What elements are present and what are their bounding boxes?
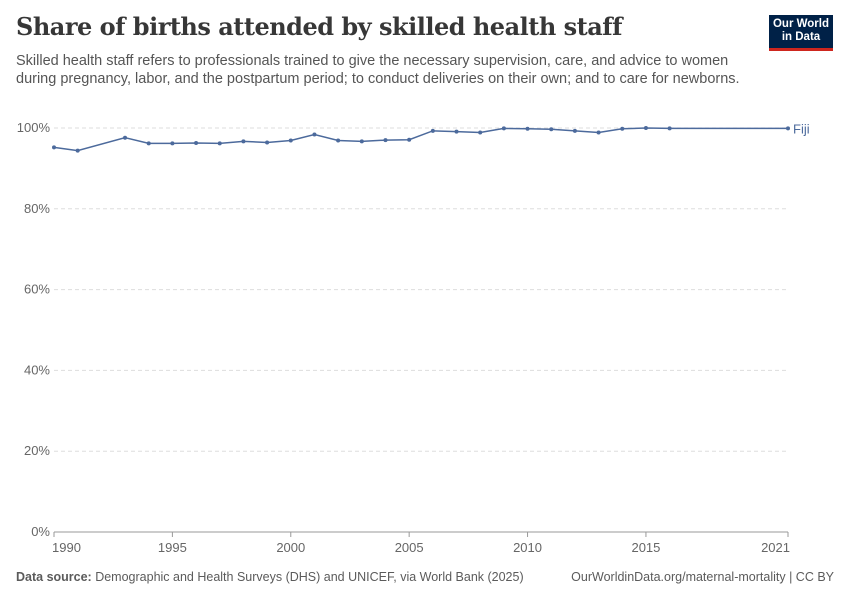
x-tick-label: 2000	[276, 540, 305, 555]
data-point	[478, 130, 483, 135]
chart-title: Share of births attended by skilled heal…	[16, 12, 622, 41]
data-point	[786, 126, 790, 131]
y-tick-label: 100%	[17, 120, 51, 135]
x-tick-label: 2021	[761, 540, 790, 555]
data-point	[643, 126, 648, 130]
data-point	[383, 138, 388, 143]
x-tick-label: 1990	[52, 540, 81, 555]
x-tick-label: 2015	[631, 540, 660, 555]
data-point	[525, 126, 530, 131]
data-point	[596, 130, 601, 135]
data-point	[407, 137, 412, 142]
logo-line1: Our World	[772, 18, 829, 30]
data-point	[170, 141, 175, 146]
y-tick-label: 0%	[31, 524, 50, 539]
y-tick-label: 80%	[24, 201, 50, 216]
series-label: Fiji	[793, 121, 810, 136]
y-tick-label: 60%	[24, 282, 50, 297]
data-point	[75, 148, 80, 153]
data-point	[123, 135, 128, 140]
data-point	[312, 132, 317, 137]
owid-logo[interactable]: Our World in Data	[769, 15, 833, 51]
y-tick-label: 20%	[24, 443, 50, 458]
data-point	[501, 126, 506, 131]
data-point	[217, 141, 222, 146]
logo-line2: in Data	[781, 31, 821, 43]
data-point	[52, 145, 56, 150]
data-point	[667, 126, 672, 131]
data-point	[146, 141, 151, 146]
data-point	[241, 139, 246, 144]
source-label: Data source:	[16, 570, 92, 584]
data-point	[194, 140, 199, 145]
chart-subtitle: Skilled health staff refers to professio…	[16, 53, 740, 87]
data-point	[430, 128, 435, 133]
x-tick-label: 2005	[395, 540, 424, 555]
data-source: Data source: Demographic and Health Surv…	[16, 570, 524, 584]
data-point	[620, 126, 625, 131]
footer: Data source: Demographic and Health Surv…	[16, 570, 834, 584]
x-tick-label: 1995	[158, 540, 187, 555]
footer-link[interactable]: OurWorldinData.org/maternal-mortality | …	[571, 570, 834, 584]
data-point	[454, 129, 459, 134]
series-line-fiji	[53, 127, 788, 152]
data-point	[336, 138, 341, 143]
data-point	[549, 127, 554, 132]
line-chart: 0% 20% 40% 60% 80% 100% 1990 1995 2000 2005 2010 20…	[17, 120, 810, 555]
source-text: Demographic and Health Surveys (DHS) and…	[91, 570, 524, 584]
data-point	[265, 140, 270, 145]
data-point	[572, 128, 577, 133]
x-tick-label: 2010	[513, 540, 542, 555]
y-tick-label: 40%	[24, 362, 50, 377]
data-point	[288, 138, 293, 143]
data-point	[359, 139, 364, 144]
